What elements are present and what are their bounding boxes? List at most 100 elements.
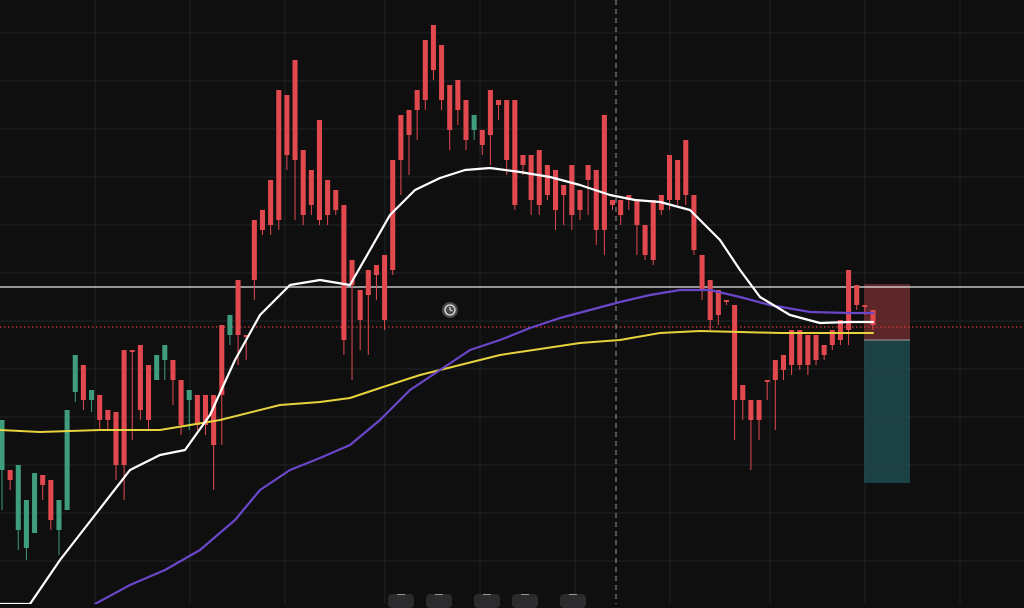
candle[interactable] xyxy=(544,165,550,200)
candle[interactable] xyxy=(496,100,502,120)
candle[interactable] xyxy=(7,470,13,490)
candle[interactable] xyxy=(650,200,656,265)
candle[interactable] xyxy=(170,360,176,405)
candle[interactable] xyxy=(390,160,396,275)
candle[interactable] xyxy=(89,390,95,412)
candlestick-series[interactable] xyxy=(0,25,876,560)
candle[interactable] xyxy=(675,160,681,205)
candle[interactable] xyxy=(439,45,445,110)
candle[interactable] xyxy=(504,100,510,175)
candle[interactable] xyxy=(780,355,786,380)
candle[interactable] xyxy=(422,40,428,110)
candle[interactable] xyxy=(601,115,607,255)
candle[interactable] xyxy=(585,165,591,215)
candle[interactable] xyxy=(202,395,209,435)
candle[interactable] xyxy=(292,60,298,220)
candle[interactable] xyxy=(105,410,111,430)
candle[interactable] xyxy=(113,412,119,480)
candle[interactable] xyxy=(268,180,274,235)
candle[interactable] xyxy=(561,185,567,225)
candle[interactable] xyxy=(23,500,29,560)
candle[interactable] xyxy=(129,350,135,440)
horizontal-lines[interactable] xyxy=(0,286,1024,328)
candle[interactable] xyxy=(479,130,485,155)
candle[interactable] xyxy=(80,365,86,410)
candle[interactable] xyxy=(528,155,534,215)
candle[interactable] xyxy=(536,150,542,215)
candle[interactable] xyxy=(430,25,436,80)
toolbar-button[interactable] xyxy=(560,594,586,608)
candle[interactable] xyxy=(406,110,412,175)
toolbar-button[interactable] xyxy=(388,594,414,608)
candle[interactable] xyxy=(723,300,730,305)
candle[interactable] xyxy=(154,355,160,380)
candle[interactable] xyxy=(373,265,379,300)
candle[interactable] xyxy=(0,420,5,510)
candle[interactable] xyxy=(219,325,225,445)
candle[interactable] xyxy=(276,90,282,230)
candle[interactable] xyxy=(699,255,705,300)
candle[interactable] xyxy=(577,190,583,220)
candle[interactable] xyxy=(137,345,143,420)
candle[interactable] xyxy=(97,395,103,430)
candle[interactable] xyxy=(618,200,624,225)
candle[interactable] xyxy=(634,200,640,255)
take-profit-zone[interactable] xyxy=(864,340,910,483)
candle[interactable] xyxy=(748,400,754,470)
candle[interactable] xyxy=(447,85,453,150)
candle[interactable] xyxy=(805,335,811,375)
candle[interactable] xyxy=(463,100,469,150)
candle[interactable] xyxy=(316,120,322,225)
toolbar-button[interactable] xyxy=(474,594,500,608)
candle[interactable] xyxy=(162,345,168,380)
candle[interactable] xyxy=(235,280,241,365)
candle[interactable] xyxy=(642,225,648,260)
candle[interactable] xyxy=(626,195,632,210)
candle[interactable] xyxy=(251,220,257,300)
candle[interactable] xyxy=(398,115,404,195)
candle[interactable] xyxy=(300,150,306,225)
candle[interactable] xyxy=(259,210,266,235)
candle[interactable] xyxy=(333,190,339,215)
candle[interactable] xyxy=(553,170,559,230)
candle[interactable] xyxy=(487,90,493,165)
candle[interactable] xyxy=(56,500,62,555)
toolbar-button[interactable] xyxy=(426,594,452,608)
candle[interactable] xyxy=(740,385,746,420)
candle[interactable] xyxy=(569,165,575,230)
candle[interactable] xyxy=(382,255,388,330)
candle[interactable] xyxy=(772,360,778,430)
candle[interactable] xyxy=(764,380,770,400)
candle[interactable] xyxy=(732,305,738,440)
candle[interactable] xyxy=(593,170,599,245)
candle[interactable] xyxy=(813,335,819,365)
candle[interactable] xyxy=(325,180,331,225)
candle[interactable] xyxy=(756,400,762,440)
candle[interactable] xyxy=(365,270,371,355)
candle[interactable] xyxy=(789,330,795,375)
candle[interactable] xyxy=(48,480,54,530)
candle[interactable] xyxy=(308,170,314,215)
candle[interactable] xyxy=(64,410,70,510)
candle[interactable] xyxy=(227,315,233,345)
candle[interactable] xyxy=(609,200,616,210)
candle[interactable] xyxy=(455,80,461,125)
candle[interactable] xyxy=(211,395,217,490)
candle[interactable] xyxy=(471,115,477,140)
candle[interactable] xyxy=(715,290,721,325)
candle[interactable] xyxy=(145,365,152,430)
candle[interactable] xyxy=(40,475,46,500)
candle[interactable] xyxy=(691,195,697,255)
candle[interactable] xyxy=(284,95,290,170)
alarm-clock-icon[interactable] xyxy=(442,302,458,318)
candle[interactable] xyxy=(666,155,673,210)
toolbar-button[interactable] xyxy=(512,594,538,608)
candle[interactable] xyxy=(357,290,363,350)
candle[interactable] xyxy=(683,140,689,205)
candle[interactable] xyxy=(341,205,347,355)
candle[interactable] xyxy=(121,350,127,500)
candle[interactable] xyxy=(72,355,78,402)
candle[interactable] xyxy=(821,345,827,360)
